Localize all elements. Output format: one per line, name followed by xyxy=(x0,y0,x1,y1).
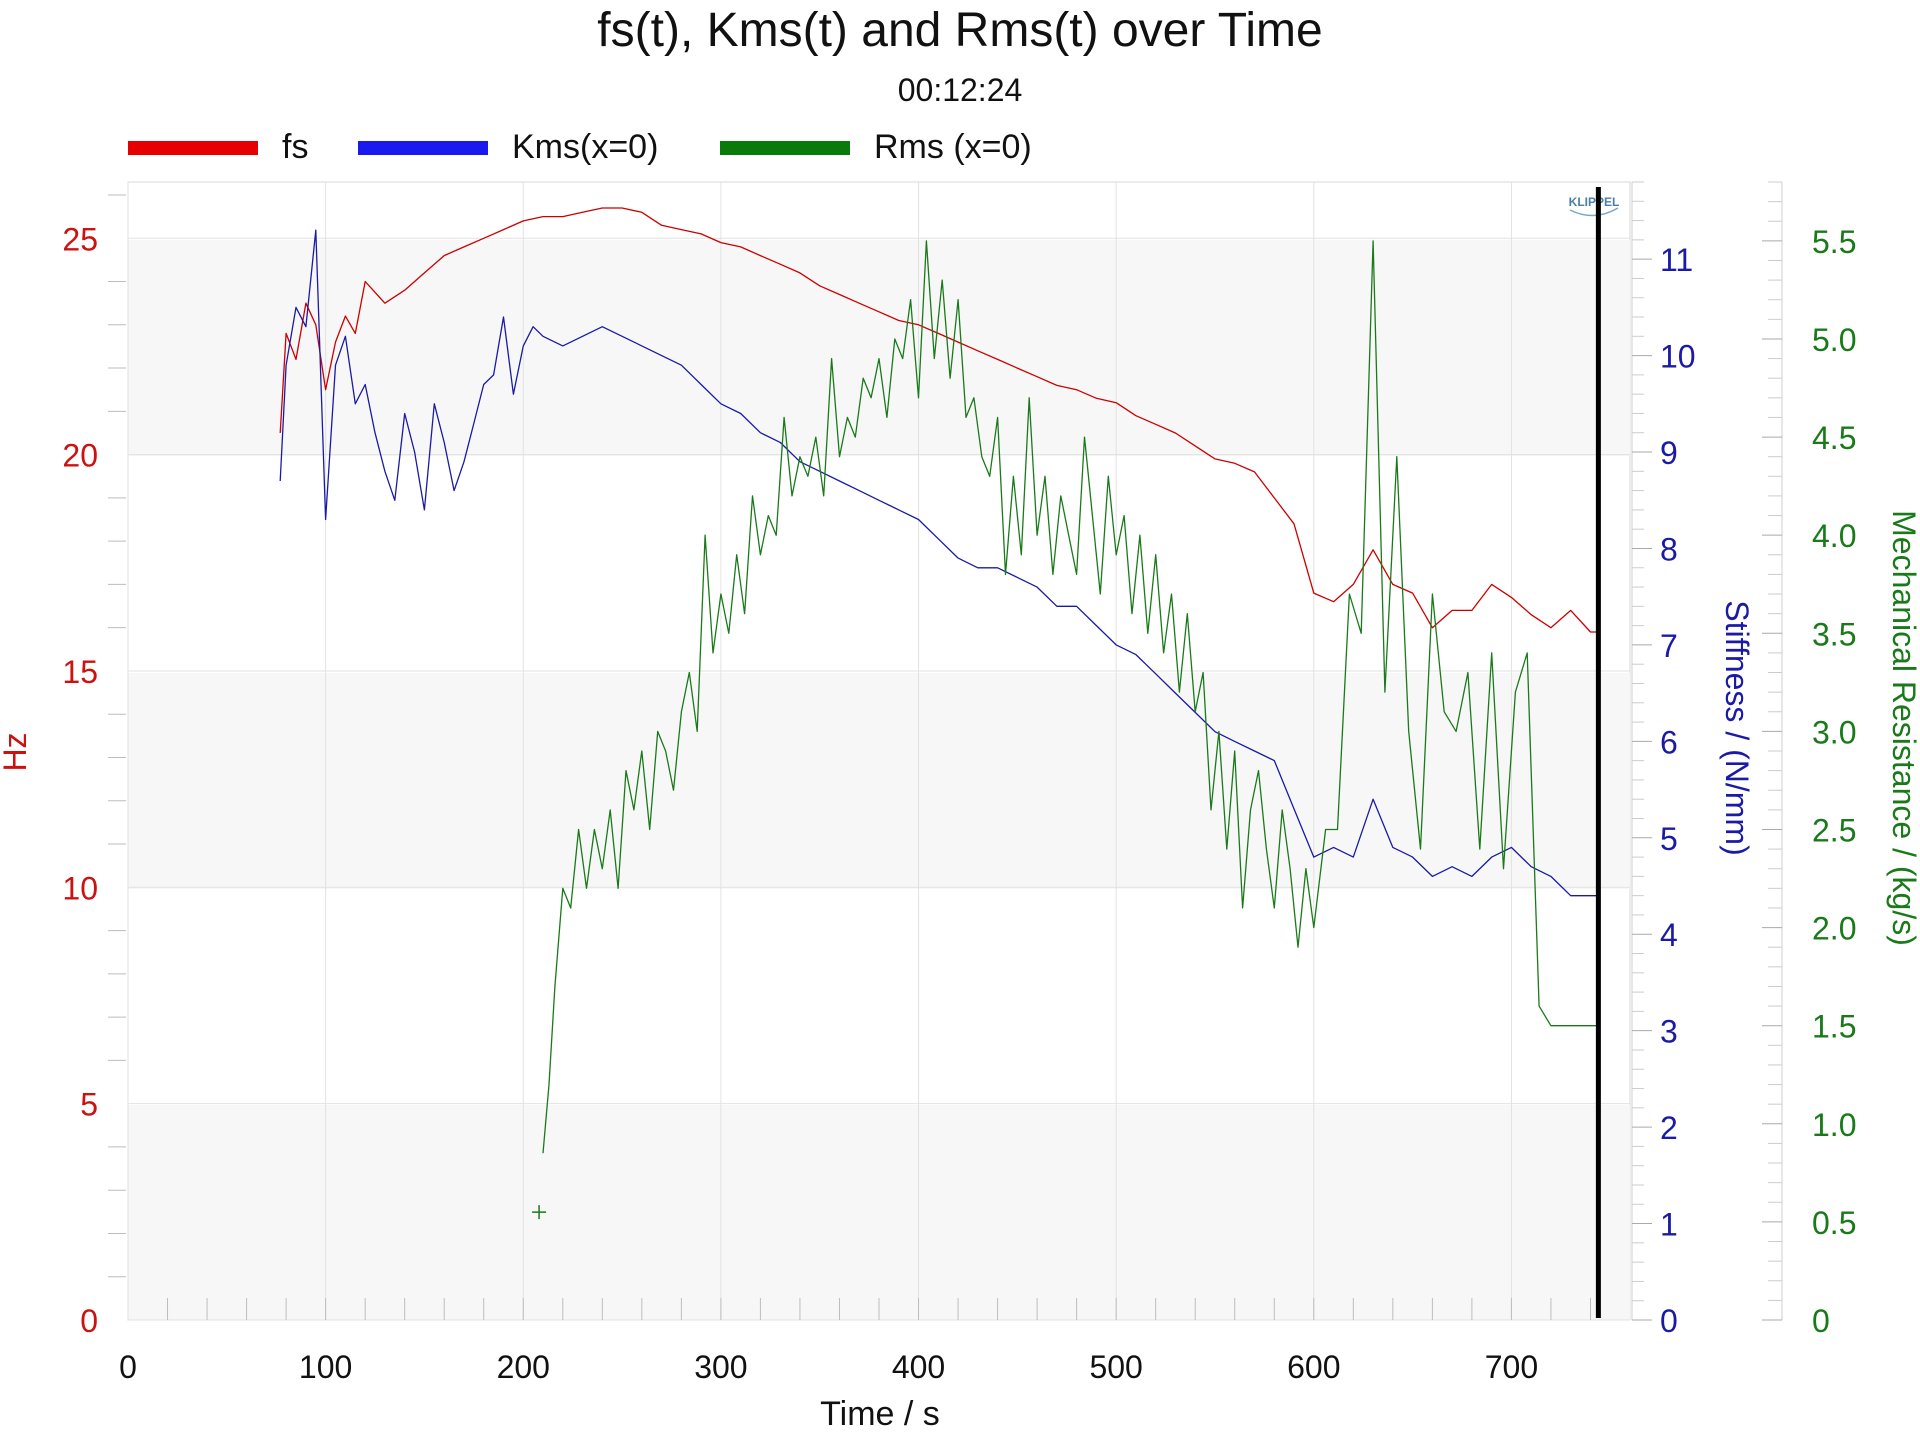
legend-swatch-fs xyxy=(128,141,258,155)
stiffness-axis-label: Stiffness / (N/mm) xyxy=(1719,600,1755,855)
resistance-axis-label: Mechanical Resistance / (kg/s) xyxy=(1886,510,1920,946)
stiffness-tick-label: 7 xyxy=(1660,628,1678,664)
stiffness-axis: 0 1 2 3 4 5 6 7 8 9 10 11 xyxy=(1631,181,1696,1339)
left-axis: 0 5 10 15 20 25 xyxy=(62,194,126,1339)
stiffness-tick-label: 2 xyxy=(1660,1110,1678,1146)
series-line-rms-x-0 xyxy=(542,240,1599,1154)
resistance-tick-label: 3.5 xyxy=(1812,616,1856,652)
legend: fs Kms(x=0) Rms (x=0) xyxy=(128,128,1032,166)
chart-title: fs(t), Kms(t) and Rms(t) over Time xyxy=(597,4,1322,57)
legend-swatch-kms xyxy=(358,141,488,155)
klippel-logo: KLIPPEL xyxy=(1569,195,1620,209)
left-tick-label: 20 xyxy=(62,438,98,474)
legend-label-kms: Kms(x=0) xyxy=(512,128,658,166)
left-tick-label: 0 xyxy=(80,1303,98,1339)
legend-label-fs: fs xyxy=(282,128,308,166)
left-tick-label: 25 xyxy=(62,221,98,257)
stiffness-tick-label: 6 xyxy=(1660,724,1678,760)
x-tick-label: 400 xyxy=(892,1349,945,1385)
left-axis-label: Hz xyxy=(0,732,33,771)
x-tick-label: 700 xyxy=(1485,1349,1538,1385)
stiffness-tick-label: 11 xyxy=(1660,242,1693,278)
left-tick-label: 15 xyxy=(62,654,98,690)
band xyxy=(128,673,1630,889)
stiffness-tick-label: 1 xyxy=(1660,1207,1678,1243)
x-tick-label: 600 xyxy=(1287,1349,1340,1385)
stiffness-tick-label: 4 xyxy=(1660,917,1678,953)
resistance-tick-label: 1.5 xyxy=(1812,1009,1856,1045)
x-tick-label: 300 xyxy=(694,1349,747,1385)
stiffness-tick-label: 9 xyxy=(1660,435,1678,471)
x-axis: 0 100 200 300 400 500 600 700 xyxy=(119,1349,1538,1385)
stiffness-tick-label: 10 xyxy=(1660,339,1696,375)
plot-area: KLIPPEL xyxy=(127,181,1631,1321)
resistance-tick-label: 1.0 xyxy=(1812,1107,1856,1143)
resistance-tick-label: 2.0 xyxy=(1812,911,1856,947)
x-tick-label: 500 xyxy=(1089,1349,1142,1385)
legend-swatch-rms xyxy=(720,141,850,155)
band xyxy=(128,1105,1630,1320)
stiffness-tick-label: 8 xyxy=(1660,531,1678,567)
x-tick-label: 0 xyxy=(119,1349,137,1385)
left-tick-label: 10 xyxy=(62,870,98,906)
resistance-tick-label: 2.5 xyxy=(1812,812,1856,848)
stiffness-tick-label: 0 xyxy=(1660,1303,1678,1339)
resistance-tick-label: 3.0 xyxy=(1812,714,1856,750)
resistance-tick-label: 0.5 xyxy=(1812,1205,1856,1241)
resistance-tick-label: 4.5 xyxy=(1812,420,1856,456)
resistance-tick-label: 4.0 xyxy=(1812,518,1856,554)
klippel-logo-swoosh xyxy=(1569,207,1619,217)
data-marker-plus xyxy=(532,1205,547,1220)
chart-subtitle: 00:12:24 xyxy=(898,72,1023,108)
band xyxy=(128,240,1630,456)
x-axis-label: Time / s xyxy=(820,1395,940,1433)
x-tick-label: 100 xyxy=(299,1349,352,1385)
resistance-tick-label: 0 xyxy=(1812,1303,1830,1339)
resistance-tick-label: 5.5 xyxy=(1812,224,1856,260)
stiffness-tick-label: 3 xyxy=(1660,1014,1678,1050)
series-line-fs xyxy=(279,207,1599,633)
series-layer xyxy=(279,207,1599,1220)
x-minor-ticks xyxy=(167,1298,1591,1320)
resistance-tick-label: 5.0 xyxy=(1812,322,1856,358)
stiffness-tick-label: 5 xyxy=(1660,821,1678,857)
left-tick-label: 5 xyxy=(80,1087,98,1123)
resistance-axis: 0 0.5 1.0 1.5 2.0 2.5 3.0 3.5 4.0 4.5 5.0 5.5 xyxy=(1762,181,1856,1339)
x-tick-label: 200 xyxy=(497,1349,550,1385)
legend-label-rms: Rms (x=0) xyxy=(874,128,1032,166)
